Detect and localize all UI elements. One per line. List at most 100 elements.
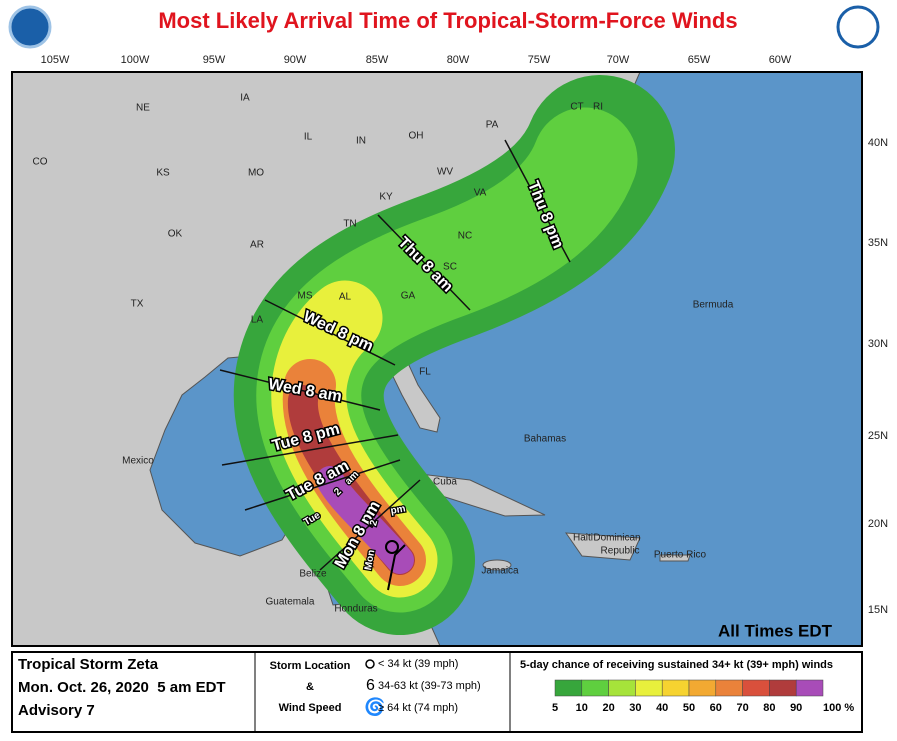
lat-label: 40N (868, 137, 888, 149)
place: KS (156, 168, 170, 179)
lon-label: 85W (366, 54, 389, 66)
time-note: All Times EDT (718, 621, 833, 640)
color-swatch (769, 679, 797, 697)
hispaniola (564, 532, 641, 561)
lon-label: 60W (769, 54, 792, 66)
arrival-time: 2 (368, 519, 380, 528)
puerto-rico (659, 554, 691, 562)
lon-label: 65W (688, 54, 711, 66)
place: IL (304, 132, 313, 143)
place: MO (248, 168, 264, 179)
colorbar-label: 60 (710, 702, 722, 714)
colorbar: 5 10 20 30 40 50 60 70 80 90 100 % (552, 679, 854, 714)
colorbar-label: 70 (736, 702, 748, 714)
lon-label: 90W (284, 54, 307, 66)
symbol-title: Storm Location (270, 660, 351, 672)
place: IA (240, 93, 250, 104)
lon-label: 95W (203, 54, 226, 66)
lon-label: 100W (121, 54, 150, 66)
place: SC (443, 262, 457, 273)
storm-name: Tropical Storm Zeta (18, 656, 159, 673)
lat-label: 30N (868, 338, 888, 350)
arrival-time: Mon (363, 549, 377, 571)
symbol-item: < 34 kt (39 mph) (378, 658, 458, 670)
colorbar-label: 5 (552, 702, 558, 714)
place: OK (168, 229, 183, 240)
place: KY (379, 192, 393, 203)
lat-label: 15N (868, 604, 888, 616)
place: Republic (601, 546, 640, 557)
place: PA (486, 120, 499, 131)
place: FL (419, 367, 431, 378)
jamaica (482, 559, 512, 571)
color-swatch (635, 679, 663, 697)
lon-label: 70W (607, 54, 630, 66)
place: Bermuda (693, 300, 734, 311)
place: WV (437, 167, 453, 178)
place: VA (474, 188, 487, 199)
title: Most Likely Arrival Time of Tropical-Sto… (158, 8, 737, 33)
time-lines (219, 139, 571, 571)
color-swatch (661, 679, 690, 697)
place: AL (339, 292, 352, 303)
storm-date: Mon. Oct. 26, 2020 5 am EDT (18, 679, 226, 696)
lon-label: 105W (41, 54, 70, 66)
place: TX (131, 299, 144, 310)
lon-label: 75W (528, 54, 551, 66)
color-swatch (742, 679, 770, 697)
latitude-labels: 40N 35N 30N 25N 20N 15N (868, 137, 888, 616)
color-swatch (581, 679, 609, 697)
place: Bahamas (524, 434, 566, 445)
place: CT (570, 102, 583, 113)
place: MS (298, 291, 313, 302)
noaa-logo (8, 5, 52, 49)
place: NE (136, 103, 150, 114)
color-swatch (554, 679, 583, 697)
place: Puerto Rico (654, 550, 707, 561)
symbol-td (365, 659, 375, 669)
place: LA (251, 315, 264, 326)
symbol-item: ≥ 64 kt (74 mph) (378, 702, 458, 714)
lat-label: 35N (868, 237, 888, 249)
colorbar-label: 10 (576, 702, 588, 714)
map-area: NE IA IL IN OH PA CT RI CO KS MO KY WV V… (11, 71, 863, 647)
place: RI (593, 102, 603, 113)
color-swatch (795, 679, 824, 697)
place: Belize (299, 569, 327, 580)
storm-position (385, 540, 399, 554)
longitude-labels: 105W 100W 95W 90W 85W 80W 75W 70W 65W 60… (41, 54, 792, 66)
place: Guatemala (266, 597, 315, 608)
place: Dominican (593, 533, 640, 544)
place: Haiti (573, 533, 593, 544)
track (387, 544, 406, 591)
place: AR (250, 240, 264, 251)
colorbar-label: 80 (763, 702, 775, 714)
lon-label: 80W (447, 54, 470, 66)
wind-cone (233, 75, 675, 635)
place: Honduras (334, 604, 377, 615)
arrival-time: pm (390, 503, 407, 516)
colorbar-title: 5-day chance of receiving sustained 34+ … (520, 659, 833, 671)
storm-advisory: Advisory 7 (18, 702, 95, 719)
place: NC (458, 231, 472, 242)
place: Mexico (122, 456, 154, 467)
symbol-title: & (306, 681, 314, 693)
place: CO (33, 157, 48, 168)
colorbar-label: 50 (683, 702, 695, 714)
legend-panel: Tropical Storm Zeta Mon. Oct. 26, 2020 5… (11, 651, 863, 733)
nws-logo (836, 5, 880, 49)
color-swatch (688, 679, 717, 697)
place: Jamaica (481, 566, 519, 577)
symbol-ts: 6 (366, 677, 375, 694)
place: GA (401, 291, 416, 302)
symbol-hu: 🌀 (364, 696, 385, 716)
color-swatch (715, 679, 743, 697)
symbol-title: Wind Speed (279, 702, 342, 714)
map-frame (11, 71, 863, 647)
place: OH (409, 131, 424, 142)
place: TN (343, 219, 356, 230)
colorbar-label: 40 (656, 702, 668, 714)
place: IN (356, 136, 366, 147)
colorbar-label: 20 (602, 702, 614, 714)
